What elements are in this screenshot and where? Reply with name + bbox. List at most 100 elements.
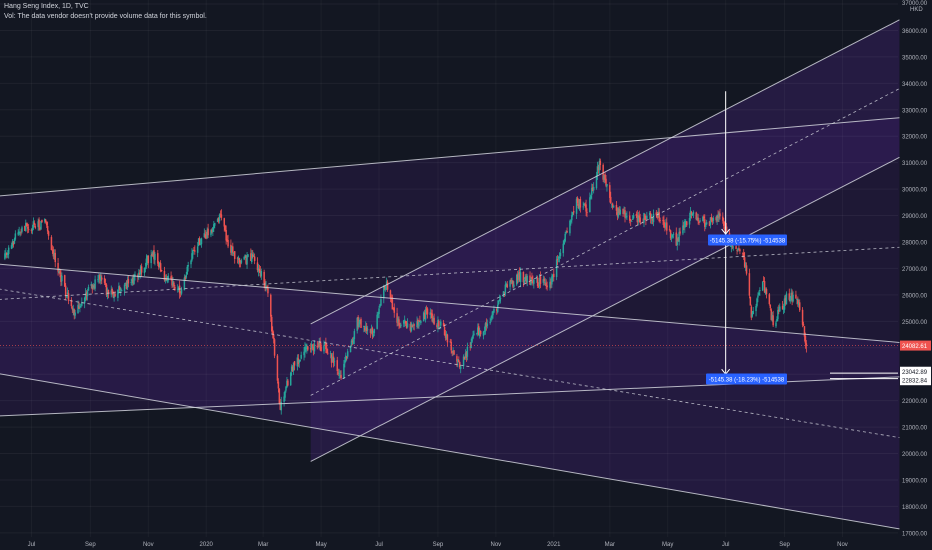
channel-line (310, 19, 900, 325)
candle-body (105, 284, 108, 296)
candle-body (244, 254, 246, 258)
candle-body (66, 292, 69, 294)
candle-body (483, 330, 486, 333)
candle-body (618, 209, 621, 214)
chart-title: Hang Seng Index, 1D, TVC (4, 3, 89, 10)
candle-body (764, 290, 767, 294)
candle-body (50, 237, 53, 251)
candle-body (286, 380, 288, 388)
candle-body (120, 290, 123, 292)
candle-body (271, 329, 274, 335)
candle-body (44, 219, 47, 223)
candle-body (124, 282, 127, 284)
candle-body (553, 273, 555, 278)
candle-body (709, 217, 712, 225)
candle-body (230, 244, 232, 253)
candle-body (273, 339, 276, 356)
candle-body (364, 327, 366, 331)
candle-body (344, 360, 346, 364)
candle-body (450, 341, 452, 351)
candle-body (783, 298, 786, 310)
candle-body (44, 218, 46, 222)
candle-body (452, 350, 454, 352)
candle-body (484, 323, 487, 332)
candle-body (497, 300, 500, 304)
x-tick-label: May (662, 542, 673, 548)
candle-body (174, 287, 176, 289)
candle-body (333, 360, 336, 362)
candle-body (635, 214, 638, 216)
candle-body (263, 271, 265, 284)
candle-body (591, 187, 593, 195)
candle-body (425, 308, 428, 310)
candle-body (550, 281, 552, 285)
candle-body (630, 220, 633, 222)
candle-body (723, 226, 726, 231)
candle-body (737, 248, 739, 251)
candle-body (165, 278, 168, 281)
candle-body (64, 285, 67, 297)
candle-body (690, 212, 693, 216)
candle-body (383, 286, 386, 289)
candle-body (386, 281, 389, 290)
candle-body (150, 255, 152, 264)
candle-body (11, 241, 14, 247)
candle-body (212, 227, 214, 232)
candle-body (251, 254, 253, 263)
candle-body (371, 328, 374, 336)
candle-body (785, 293, 788, 305)
candle-body (563, 240, 565, 245)
x-tick-label: May (315, 542, 326, 548)
candle-body (405, 322, 408, 328)
candle-body (638, 215, 640, 218)
candle-body (419, 320, 421, 322)
candle-body (792, 294, 794, 302)
candle-body (52, 249, 55, 257)
candle-body (360, 318, 362, 328)
candle-body (267, 288, 269, 294)
candle-body (759, 290, 761, 291)
candle-body (471, 337, 473, 342)
candle-body (378, 308, 380, 314)
candle-body (392, 308, 395, 310)
candle-body (178, 285, 181, 294)
candle-body (776, 319, 778, 322)
candle-body (345, 355, 347, 362)
candle-body (376, 314, 378, 329)
candle-body (801, 309, 804, 325)
candle-body (373, 329, 376, 334)
candle-body (196, 246, 199, 253)
candle-body (646, 215, 648, 219)
candle-body (619, 209, 622, 215)
candle-body (651, 218, 654, 221)
measure-label-upper-box (708, 234, 787, 246)
candle-body (678, 232, 680, 242)
candle-body (779, 306, 781, 312)
candle-body (665, 223, 667, 228)
candle-body (366, 329, 369, 331)
candle-body (152, 250, 154, 255)
candle-body (590, 195, 592, 199)
candle-body (515, 274, 518, 285)
candle-body (317, 346, 320, 347)
candle-body (570, 220, 572, 222)
candle-body (742, 252, 744, 254)
candle-body (307, 346, 309, 350)
candle-body (256, 262, 259, 271)
y-tick-label: 21000.00 (902, 426, 928, 432)
candle-body (616, 212, 619, 217)
candle-body (399, 325, 401, 327)
candle-body (798, 302, 801, 311)
candle-body (566, 231, 568, 233)
candle-body (456, 356, 458, 362)
candle-body (716, 214, 718, 221)
y-tick-label: 31000.00 (902, 161, 928, 167)
candle-body (206, 229, 208, 238)
candle-body (219, 213, 222, 215)
candle-body (658, 211, 660, 222)
grid-lines (0, 3, 898, 534)
channel-line (0, 373, 900, 530)
candle-body (725, 226, 728, 233)
